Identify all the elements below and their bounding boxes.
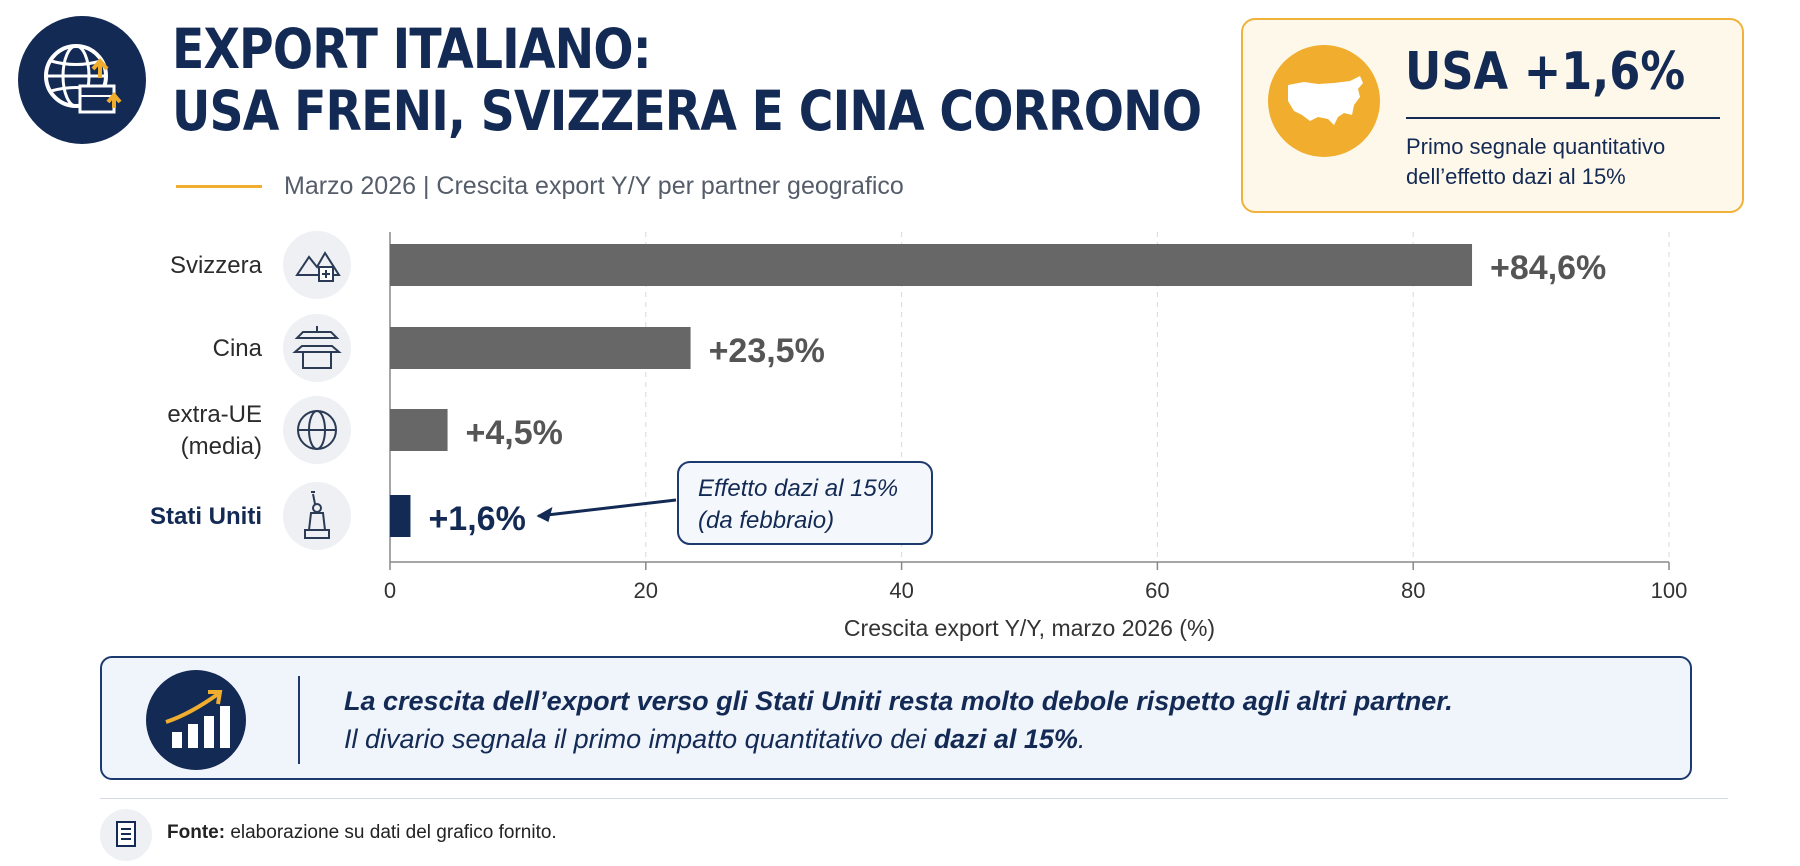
source-note: Fonte: elaborazione su dati del grafico …	[167, 822, 557, 844]
x-tick-label: 80	[1401, 578, 1425, 603]
growth-chart-icon	[146, 670, 246, 770]
title-line-2: USA FRENI, SVIZZERA E CINA CORRONO	[172, 79, 1202, 143]
note-box: La crescita dell’export verso gli Stati …	[100, 656, 1692, 780]
source-label: Fonte:	[167, 822, 226, 843]
x-tick-label: 20	[634, 578, 658, 603]
pagoda-base	[302, 351, 332, 369]
annotation-text: Effetto dazi al 15%	[698, 475, 898, 502]
x-tick-label: 0	[384, 578, 396, 603]
note-separator	[298, 676, 300, 764]
bar-3	[390, 495, 411, 537]
footer-divider	[100, 798, 1728, 799]
bar-2	[390, 409, 448, 451]
subtitle: Marzo 2026 | Crescita export Y/Y per par…	[284, 172, 904, 200]
document-icon	[100, 809, 152, 861]
bar-0	[390, 244, 1473, 286]
x-tick-label: 60	[1145, 578, 1169, 603]
callout-text: Primo segnale quantitativo dell’effetto …	[1406, 134, 1666, 189]
note-line-1: La crescita dell’export verso gli Stati …	[344, 686, 1453, 716]
annotation-arrow-head	[536, 507, 553, 522]
globe-export-icon	[18, 16, 146, 144]
title-line-1: EXPORT ITALIANO:	[172, 17, 652, 81]
bar-1	[390, 327, 691, 369]
note-line-2-text: Il divario segnala il primo impatto quan…	[344, 724, 934, 754]
note-line-2-end: .	[1077, 724, 1086, 754]
statue-pedestal	[304, 529, 330, 539]
note-line-2-bold: dazi al 15%	[933, 724, 1078, 754]
category-icon-pagoda-icon	[283, 314, 351, 382]
value-label: +84,6%	[1490, 249, 1606, 287]
callout-divider	[1406, 117, 1720, 119]
value-label: +23,5%	[709, 332, 825, 370]
category-label: (media)	[181, 433, 262, 460]
page-title: EXPORT ITALIANO: USA FRENI, SVIZZERA E C…	[172, 17, 1202, 143]
usa-callout: USA +1,6% Primo segnale quantitativo del…	[1241, 18, 1744, 213]
category-label: Svizzera	[170, 252, 263, 279]
source-text: elaborazione su dati del grafico fornito…	[225, 822, 557, 843]
category-label: Cina	[213, 335, 263, 362]
category-label: extra-UE	[167, 401, 262, 428]
x-tick-label: 100	[1651, 578, 1688, 603]
category-label: Stati Uniti	[150, 503, 262, 530]
pagoda-roof-top	[294, 331, 340, 339]
annotation-arrow-line	[538, 498, 677, 518]
annotation-text: (da febbraio)	[698, 507, 834, 534]
statue-torch	[311, 491, 316, 505]
x-tick-label: 40	[889, 578, 913, 603]
callout-title: USA +1,6%	[1405, 42, 1686, 102]
category-icon-statue-of-liberty-icon	[283, 482, 351, 550]
value-label: +4,5%	[466, 414, 563, 452]
annotation-box	[677, 461, 933, 545]
usa-map-icon	[1268, 45, 1380, 157]
value-label: +1,6%	[428, 500, 525, 538]
subtitle-accent-line	[176, 185, 262, 188]
note-line-2: Il divario segnala il primo impatto quan…	[344, 724, 1085, 755]
x-axis-title: Crescita export Y/Y, marzo 2026 (%)	[844, 615, 1215, 641]
cross-mark	[322, 270, 330, 278]
